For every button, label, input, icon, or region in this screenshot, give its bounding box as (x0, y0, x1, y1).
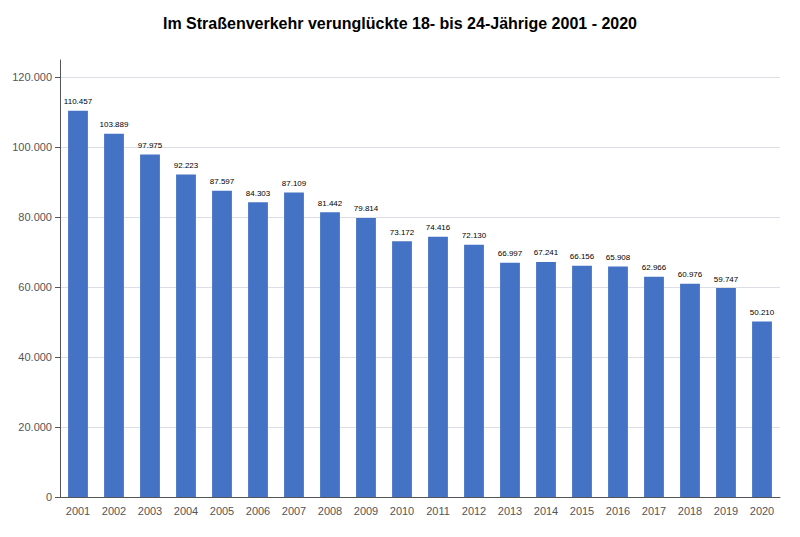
svg-text:2002: 2002 (102, 505, 126, 517)
svg-text:74.416: 74.416 (426, 223, 451, 232)
svg-text:2014: 2014 (534, 505, 558, 517)
svg-text:2020: 2020 (750, 505, 774, 517)
svg-text:20.000: 20.000 (18, 421, 52, 433)
svg-text:2007: 2007 (282, 505, 306, 517)
svg-text:81.442: 81.442 (318, 199, 343, 208)
svg-text:2016: 2016 (606, 505, 630, 517)
svg-text:66.997: 66.997 (498, 249, 523, 258)
svg-text:2017: 2017 (642, 505, 666, 517)
svg-text:2019: 2019 (714, 505, 738, 517)
svg-text:73.172: 73.172 (390, 228, 415, 237)
svg-text:67.241: 67.241 (534, 248, 559, 257)
svg-text:2018: 2018 (678, 505, 702, 517)
svg-text:2003: 2003 (138, 505, 162, 517)
svg-text:72.130: 72.130 (462, 231, 487, 240)
svg-text:60.000: 60.000 (18, 281, 52, 293)
svg-text:84.303: 84.303 (246, 189, 271, 198)
svg-text:40.000: 40.000 (18, 351, 52, 363)
svg-text:62.966: 62.966 (642, 263, 667, 272)
svg-text:2001: 2001 (66, 505, 90, 517)
svg-text:100.000: 100.000 (12, 141, 52, 153)
svg-text:65.908: 65.908 (606, 253, 631, 262)
svg-text:110.457: 110.457 (64, 97, 93, 106)
svg-text:Im Straßenverkehr verunglückte: Im Straßenverkehr verunglückte 18- bis 2… (163, 15, 637, 32)
svg-text:2006: 2006 (246, 505, 270, 517)
svg-text:50.210: 50.210 (750, 308, 775, 317)
svg-text:2010: 2010 (390, 505, 414, 517)
svg-text:66.156: 66.156 (570, 252, 595, 261)
svg-text:103.889: 103.889 (100, 120, 129, 129)
svg-text:79.814: 79.814 (354, 204, 379, 213)
svg-text:2015: 2015 (570, 505, 594, 517)
svg-text:92.223: 92.223 (174, 161, 199, 170)
svg-text:87.109: 87.109 (282, 179, 307, 188)
svg-text:2009: 2009 (354, 505, 378, 517)
svg-text:80.000: 80.000 (18, 211, 52, 223)
svg-text:60.976: 60.976 (678, 270, 703, 279)
svg-text:2011: 2011 (426, 505, 450, 517)
svg-text:2004: 2004 (174, 505, 198, 517)
svg-text:2008: 2008 (318, 505, 342, 517)
svg-text:2013: 2013 (498, 505, 522, 517)
svg-text:87.597: 87.597 (210, 177, 235, 186)
svg-text:2005: 2005 (210, 505, 234, 517)
svg-text:120.000: 120.000 (12, 71, 52, 83)
svg-text:2012: 2012 (462, 505, 486, 517)
svg-text:97.975: 97.975 (138, 141, 163, 150)
svg-text:0: 0 (46, 491, 52, 503)
svg-text:59.747: 59.747 (714, 275, 739, 284)
